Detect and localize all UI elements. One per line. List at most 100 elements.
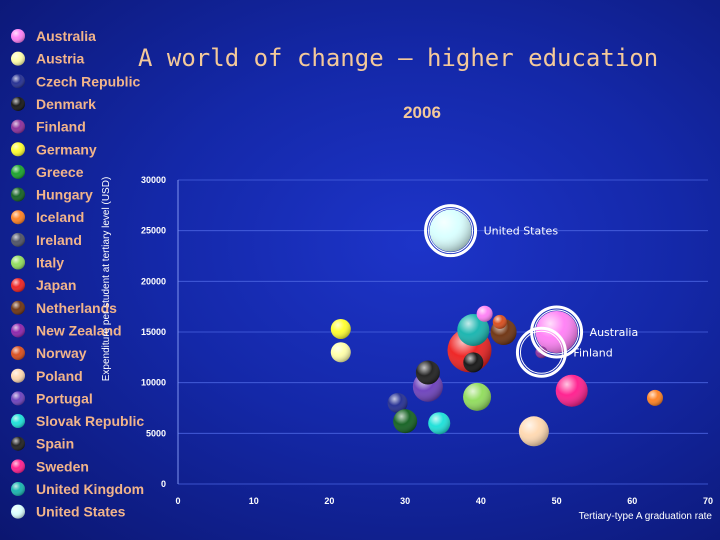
legend-label: Portugal — [36, 390, 93, 406]
legend-marker-shade — [11, 323, 25, 338]
legend-marker-shade — [11, 232, 25, 247]
legend-marker-shade — [11, 164, 25, 179]
x-tick-label: 40 — [476, 496, 486, 506]
legend-label: Sweden — [36, 458, 89, 474]
y-axis-title: Expenditure per student at tertiary leve… — [101, 177, 112, 382]
y-tick-label: 30000 — [141, 175, 166, 185]
legend-marker-shade — [11, 29, 25, 43]
legend-marker-shade — [11, 346, 25, 361]
legend-label: Iceland — [36, 209, 84, 225]
data-point-hungary — [393, 409, 418, 434]
point-bubble-shade — [457, 313, 490, 346]
data-point-united-kingdom — [457, 313, 490, 346]
legend-label: Ireland — [36, 232, 82, 248]
data-point-united-states — [429, 209, 472, 252]
legend-marker-shade — [11, 142, 25, 157]
x-tick-label: 30 — [400, 496, 410, 506]
chart-subtitle: 2006 — [403, 103, 441, 122]
x-tick-label: 0 — [175, 496, 180, 506]
data-point-spain — [415, 360, 440, 385]
legend-label: Germany — [36, 141, 97, 157]
highlight-ring — [424, 204, 478, 258]
data-point-germany — [330, 318, 351, 339]
legend-label: Italy — [36, 255, 64, 271]
x-axis-title: Tertiary-type A graduation rate — [579, 511, 713, 522]
annotation-label: United States — [484, 225, 559, 238]
data-point-norway — [492, 314, 507, 329]
legend-marker-shade — [11, 255, 25, 270]
data-point-czech-republic — [387, 392, 408, 413]
legend-marker-shade — [11, 96, 25, 111]
y-tick-label: 5000 — [146, 428, 166, 438]
highlight-ring-inner — [428, 208, 474, 254]
data-point-iceland — [647, 389, 663, 406]
data-point-italy — [463, 382, 492, 411]
legend-marker-shade — [11, 482, 25, 496]
highlight-ring — [530, 305, 584, 359]
annotation-label: Finland — [573, 346, 612, 359]
x-tick-label: 10 — [249, 496, 259, 506]
legend-marker-shade — [11, 74, 25, 89]
legend-marker-shade — [11, 210, 25, 225]
data-points — [330, 209, 663, 447]
annotation-label: Australia — [590, 326, 639, 339]
point-bubble-shade — [330, 318, 351, 339]
legend: Australia Austria Czech Republic Denmark Fin… — [11, 28, 144, 520]
data-point-denmark — [463, 352, 484, 373]
point-bubble-shade — [428, 412, 451, 435]
point-bubble-shade — [415, 360, 440, 385]
legend-label: New Zealand — [36, 322, 122, 338]
legend-marker-shade — [11, 278, 25, 293]
point-bubble-shade — [476, 305, 493, 322]
legend-marker-shade — [11, 436, 25, 451]
legend-marker-shade — [11, 368, 25, 383]
legend-marker-shade — [11, 459, 25, 474]
legend-label: Hungary — [36, 187, 93, 203]
legend-label: Australia — [36, 28, 96, 44]
data-point-austria — [330, 342, 351, 363]
legend-marker-shade — [11, 300, 25, 315]
point-bubble-shade — [330, 342, 351, 363]
point-bubble-shade — [492, 314, 507, 329]
legend-label: Norway — [36, 345, 87, 361]
y-tick-label: 15000 — [141, 327, 166, 337]
legend-label: Slovak Republic — [36, 413, 144, 429]
legend-marker-shade — [11, 391, 25, 406]
legend-label: Netherlands — [36, 300, 117, 316]
legend-label: Finland — [36, 119, 86, 135]
data-point-slovak-republic — [428, 412, 451, 435]
x-tick-label: 20 — [324, 496, 334, 506]
legend-label: Greece — [36, 164, 84, 180]
y-tick-label: 0 — [161, 479, 166, 489]
legend-marker-shade — [11, 504, 25, 519]
point-bubble-shade — [463, 352, 484, 373]
y-tick-label: 20000 — [141, 276, 166, 286]
point-bubble-shade — [463, 382, 492, 411]
legend-marker-shade — [11, 414, 25, 429]
slide-title: A world of change – higher education — [138, 44, 659, 72]
point-bubble-shade — [647, 389, 663, 406]
x-tick-label: 60 — [627, 496, 637, 506]
x-tick-label: 50 — [552, 496, 562, 506]
legend-marker-shade — [11, 187, 25, 202]
point-bubble-shade — [387, 392, 408, 413]
legend-label: Spain — [36, 436, 74, 452]
y-tick-label: 10000 — [141, 378, 166, 388]
legend-marker-shade — [11, 119, 25, 134]
point-bubble-shade — [393, 409, 418, 434]
axis-ticks: 0 5000 10000 15000 20000 25000 30000 0 10 20 30 40 5… — [141, 175, 713, 506]
legend-label: Poland — [36, 368, 83, 384]
legend-label: Czech Republic — [36, 73, 140, 89]
point-bubble-shade — [555, 374, 588, 407]
legend-label: United States — [36, 504, 126, 520]
legend-label: United Kingdom — [36, 481, 144, 497]
legend-label: Denmark — [36, 96, 96, 112]
data-point-poland — [518, 416, 549, 447]
point-bubble-shade — [429, 209, 472, 252]
legend-label: Japan — [36, 277, 76, 293]
point-bubble-shade — [518, 416, 549, 447]
legend-marker-shade — [11, 51, 25, 66]
highlight-ring — [515, 326, 567, 378]
data-point-sweden — [555, 374, 588, 407]
annotations: United States Australia Finland — [424, 204, 639, 378]
